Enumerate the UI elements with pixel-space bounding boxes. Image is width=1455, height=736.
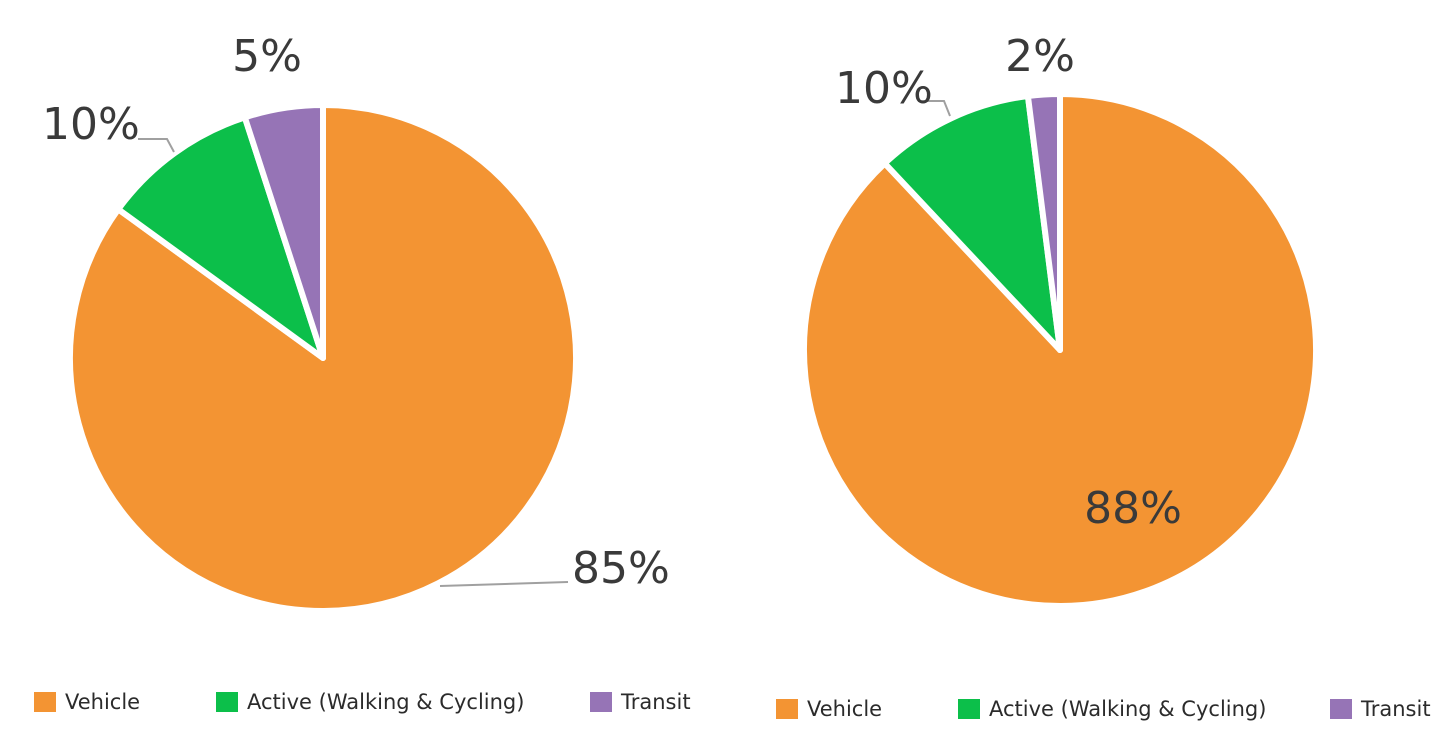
pie-chart-left: 85% 10% 5% Vehicle Active (Walking & Cycling…	[34, 31, 691, 714]
pie-slice-active-walking-cycling	[115, 114, 326, 361]
leader-line-active-walking-cycling	[138, 138, 175, 153]
pie-slice-transit	[1024, 91, 1063, 353]
leader-line-active-walking-cycling	[918, 100, 951, 117]
legend-swatch-active-walking-cycling	[958, 699, 980, 719]
legend-swatch-vehicle	[34, 692, 56, 712]
legend-label-transit: Transit	[620, 690, 691, 714]
pie-slice-active-walking-cycling	[881, 93, 1063, 353]
legend: Vehicle Active (Walking & Cycling) Transit	[776, 697, 1431, 721]
pie-slice-transit	[241, 102, 326, 361]
data-label-transit: 2%	[1005, 31, 1075, 82]
data-label-vehicle: 85%	[572, 543, 670, 594]
legend-swatch-transit	[1330, 699, 1352, 719]
legend-swatch-vehicle	[776, 699, 798, 719]
data-label-transit: 5%	[232, 31, 302, 82]
legend-label-vehicle: Vehicle	[65, 690, 140, 714]
legend-label-vehicle: Vehicle	[807, 697, 882, 721]
pie-chart-right: 88% 10% 2% Vehicle Active (Walking & Cycling…	[776, 31, 1431, 721]
legend-label-active-walking-cycling: Active (Walking & Cycling)	[247, 690, 524, 714]
legend-label-transit: Transit	[1360, 697, 1431, 721]
legend-swatch-active-walking-cycling	[216, 692, 238, 712]
data-label-active-walking-cycling: 10%	[835, 63, 933, 114]
data-label-active-walking-cycling: 10%	[42, 99, 140, 150]
legend-label-active-walking-cycling: Active (Walking & Cycling)	[989, 697, 1266, 721]
data-label-vehicle: 88%	[1084, 483, 1182, 534]
leader-line-vehicle	[439, 581, 569, 587]
legend-swatch-transit	[590, 692, 612, 712]
legend: Vehicle Active (Walking & Cycling) Transit	[34, 690, 691, 714]
